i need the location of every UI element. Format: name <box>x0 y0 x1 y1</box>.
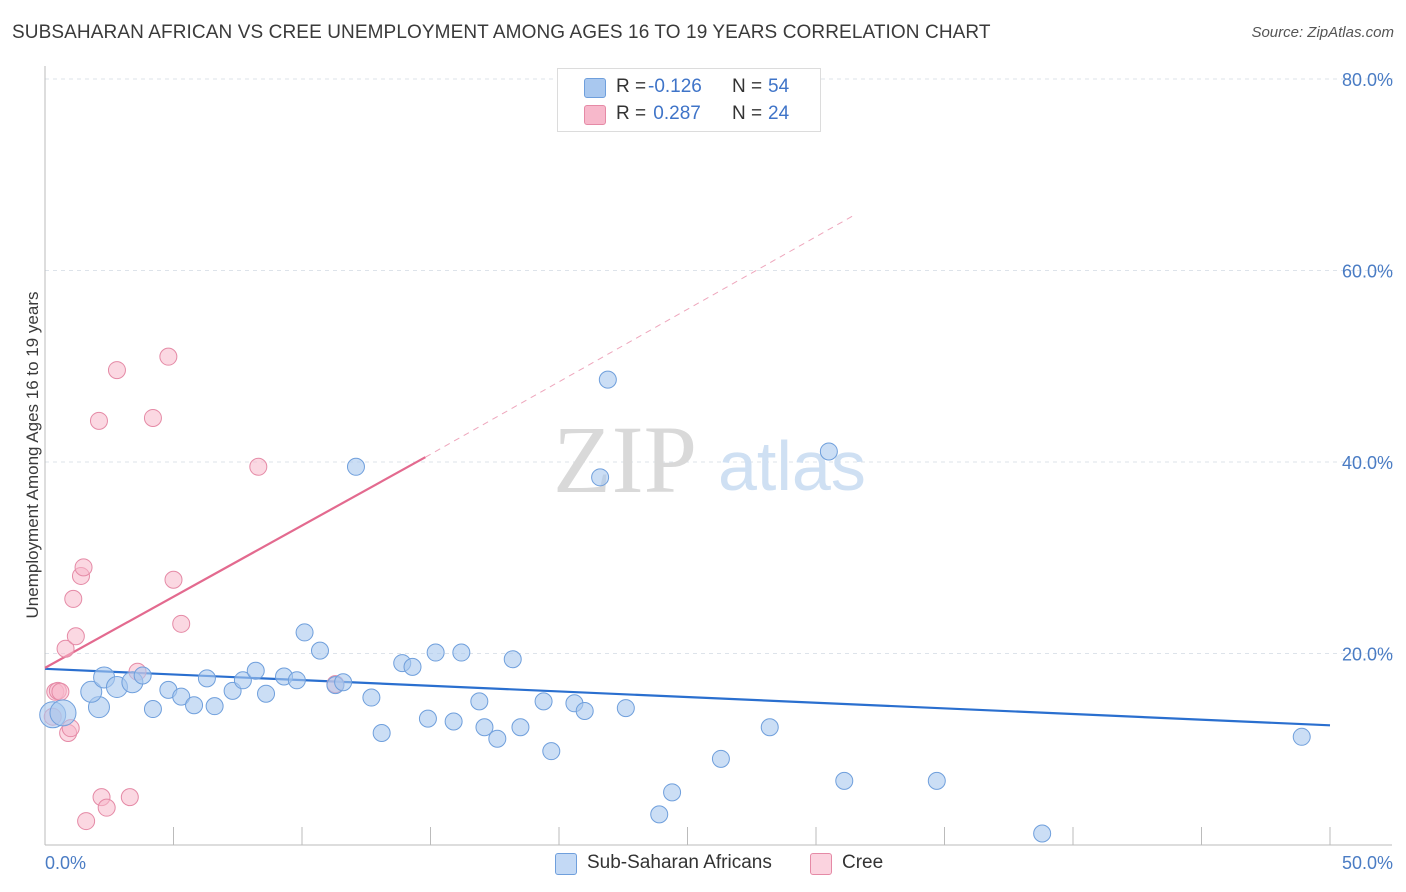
subsaharan-point <box>444 712 463 731</box>
x-tick-label: 50.0% <box>1342 853 1393 873</box>
subsaharan-point <box>49 699 77 727</box>
subsaharan-point <box>257 684 276 703</box>
cree-point <box>164 570 183 589</box>
subsaharan-point <box>488 729 507 748</box>
subsaharan-point <box>362 688 381 707</box>
subsaharan-point <box>287 671 306 690</box>
cree-point <box>77 812 96 831</box>
subsaharan-point <box>172 687 191 706</box>
subsaharan-point <box>233 671 252 690</box>
subsaharan-point <box>205 697 224 716</box>
stats-legend: R = -0.126 N = 54 R = 0.287 N = 24 <box>557 68 821 132</box>
subsaharan-point <box>133 666 152 685</box>
legend-label: Sub-Saharan Africans <box>587 852 772 873</box>
watermark-zip: ZIP <box>553 406 697 513</box>
data-points <box>39 347 1311 843</box>
subsaharan-point <box>835 771 854 790</box>
subsaharan-point <box>426 643 445 662</box>
cree-point <box>107 361 126 380</box>
legend-swatch-blue <box>555 853 577 875</box>
subsaharan-point <box>185 696 204 715</box>
y-axis-label: Unemployment Among Ages 16 to 19 years <box>23 292 42 619</box>
subsaharan-point <box>711 749 730 768</box>
legend-n-value: 24 <box>768 103 790 124</box>
subsaharan-point <box>503 650 522 669</box>
y-tick-label: 80.0% <box>1342 70 1393 90</box>
chart-title: SUBSAHARAN AFRICAN VS CREE UNEMPLOYMENT … <box>12 22 991 43</box>
cree-trend-line <box>44 456 426 669</box>
subsaharan-point <box>246 661 265 680</box>
subsaharan-point <box>80 680 103 703</box>
subsaharan-point <box>542 742 561 761</box>
watermark: ZIP atlas <box>553 406 866 513</box>
subsaharan-point <box>470 692 489 711</box>
subsaharan-point <box>591 468 610 487</box>
tick-labels: 20.0% 40.0% 60.0% 80.0% 0.0% 50.0% <box>45 70 1393 873</box>
legend-r-label: R = <box>616 103 647 124</box>
cree-point <box>56 639 75 658</box>
subsaharan-point <box>403 657 422 676</box>
subsaharan-point <box>650 805 669 824</box>
y-tick-label: 60.0% <box>1342 262 1393 282</box>
legend-r-label: R = <box>616 76 647 97</box>
cree-point <box>51 682 70 701</box>
cree-point <box>97 798 116 817</box>
subsaharan-point <box>295 623 314 642</box>
grid-lines <box>45 78 1395 654</box>
subsaharan-point <box>346 457 365 476</box>
cree-point <box>172 614 191 633</box>
legend-swatch-blue <box>584 78 606 98</box>
legend-n-value: 54 <box>768 76 790 97</box>
legend-r-value: -0.126 <box>648 76 702 97</box>
cree-point <box>74 558 93 577</box>
cree-point <box>159 347 178 366</box>
cree-point <box>64 589 83 608</box>
cree-point <box>249 457 268 476</box>
legend-swatch-pink <box>584 105 606 125</box>
subsaharan-point <box>475 718 494 737</box>
subsaharan-point <box>819 442 838 461</box>
subsaharan-point <box>310 641 329 660</box>
subsaharan-point <box>1033 824 1052 843</box>
subsaharan-point <box>760 718 779 737</box>
subsaharan-point <box>418 709 437 728</box>
subsaharan-point <box>1292 727 1311 746</box>
legend-n-label: N = <box>732 76 763 97</box>
watermark-atlas: atlas <box>718 427 866 505</box>
subsaharan-point <box>334 673 353 692</box>
subsaharan-point <box>616 699 635 718</box>
subsaharan-point <box>452 643 471 662</box>
subsaharan-point <box>534 692 553 711</box>
cree-point <box>120 788 139 807</box>
cree-trend-extension <box>425 214 855 458</box>
subsaharan-point <box>372 723 391 742</box>
subsaharan-point <box>511 718 530 737</box>
legend-r-value: 0.287 <box>648 103 701 124</box>
subsaharan-point <box>197 669 216 688</box>
legend-n-label: N = <box>732 103 763 124</box>
subsaharan-point <box>143 700 162 719</box>
cree-point <box>66 627 85 646</box>
subsaharan-point <box>598 370 617 389</box>
legend-label: Cree <box>842 852 884 873</box>
subsaharan-point <box>927 771 946 790</box>
y-tick-label: 40.0% <box>1342 453 1393 473</box>
axes <box>44 66 1392 846</box>
y-tick-label: 20.0% <box>1342 645 1393 665</box>
source-label: Source: ZipAtlas.com <box>1251 24 1394 41</box>
legend-swatch-pink <box>810 853 832 875</box>
cree-point <box>143 408 162 427</box>
subsaharan-point <box>575 701 594 720</box>
cree-point <box>89 411 108 430</box>
x-tick-label: 0.0% <box>45 853 86 873</box>
subsaharan-point <box>663 783 682 802</box>
